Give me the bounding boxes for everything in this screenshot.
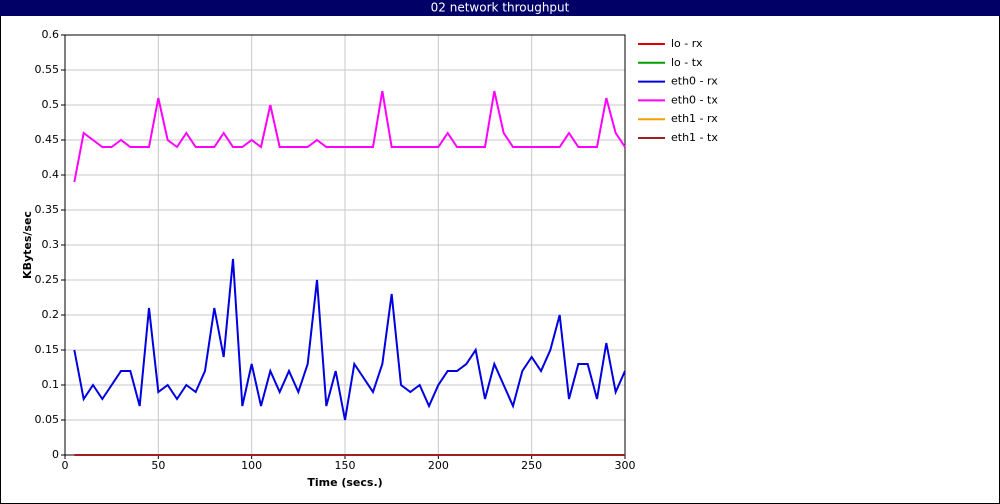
legend-label: lo - rx — [671, 37, 703, 50]
y-tick-label: 0.45 — [35, 133, 60, 146]
y-tick-label: 0.3 — [42, 238, 60, 251]
y-tick-label: 0.35 — [35, 203, 60, 216]
title-bar — [0, 0, 1000, 16]
x-tick-label: 100 — [241, 459, 262, 472]
x-tick-label: 250 — [521, 459, 542, 472]
y-tick-label: 0.25 — [35, 273, 60, 286]
y-tick-label: 0.2 — [42, 308, 60, 321]
y-tick-label: 0.05 — [35, 413, 60, 426]
y-tick-label: 0.15 — [35, 343, 60, 356]
x-tick-label: 300 — [615, 459, 636, 472]
legend-label: eth1 - tx — [671, 131, 718, 144]
x-tick-label: 150 — [335, 459, 356, 472]
y-tick-label: 0.6 — [42, 28, 60, 41]
legend-label: eth1 - rx — [671, 112, 718, 125]
y-axis-label: KBytes/sec — [21, 211, 34, 279]
series-line — [73, 258, 626, 421]
y-tick-label: 0.1 — [42, 378, 60, 391]
legend-label: eth0 - rx — [671, 75, 718, 88]
x-axis-label: Time (secs.) — [307, 476, 382, 489]
legend-label: eth0 - tx — [671, 93, 718, 106]
y-tick-label: 0 — [52, 448, 59, 461]
x-tick-label: 50 — [151, 459, 165, 472]
legend-label: lo - tx — [671, 56, 703, 69]
y-tick-label: 0.55 — [35, 63, 60, 76]
y-tick-label: 0.4 — [42, 168, 60, 181]
chart-title: 02 network throughput — [431, 1, 570, 15]
x-tick-label: 200 — [428, 459, 449, 472]
y-tick-label: 0.5 — [42, 98, 60, 111]
x-tick-label: 0 — [62, 459, 69, 472]
series-line — [73, 90, 626, 183]
